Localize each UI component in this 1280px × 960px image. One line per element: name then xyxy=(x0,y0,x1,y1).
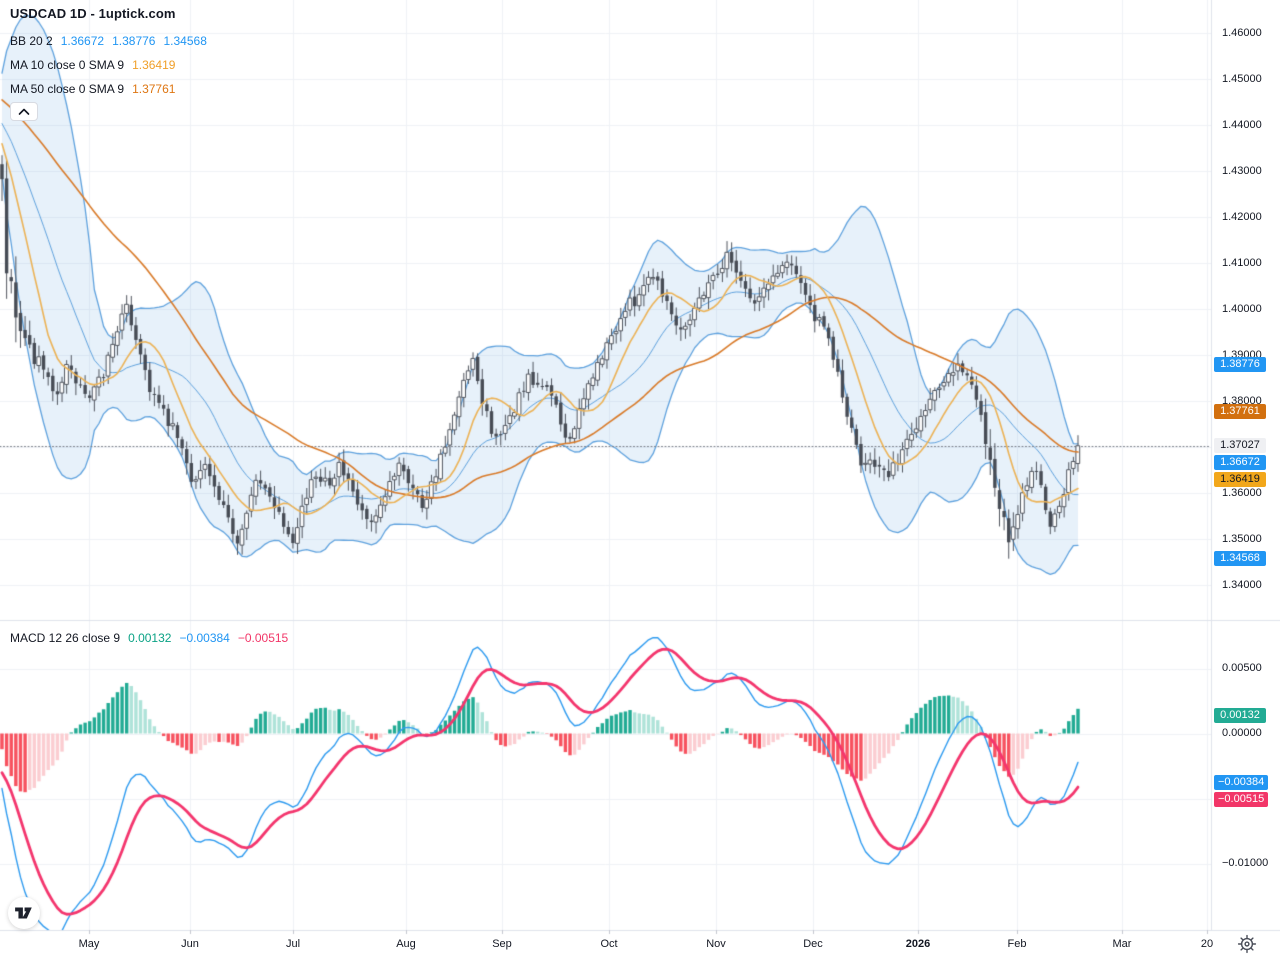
time-axis-label: Jul xyxy=(285,938,301,950)
price-badge: 1.36419 xyxy=(1214,471,1266,487)
ma10-value: 1.36419 xyxy=(132,58,176,72)
price-badge: 1.37761 xyxy=(1214,403,1266,419)
indicator-legend-bb[interactable]: BB 20 2 1.36672 1.38776 1.34568 xyxy=(10,33,207,49)
collapse-pane-button[interactable] xyxy=(10,102,38,121)
macd-tick-label: 0.00000 xyxy=(1222,727,1262,739)
time-axis-label: Oct xyxy=(600,938,618,950)
macd-badge: −0.00515 xyxy=(1214,792,1269,808)
bb-basis-value: 1.36672 xyxy=(60,34,105,48)
tradingview-logo-icon xyxy=(14,906,34,920)
macd-line-value: −0.00384 xyxy=(179,631,230,645)
bb-legend-title: BB 20 2 xyxy=(10,34,53,48)
price-badge: 1.36672 xyxy=(1214,454,1266,470)
price-tick-label: 1.42000 xyxy=(1222,210,1262,223)
time-axis-label: 20 xyxy=(1200,938,1214,950)
price-tick-label: 1.34000 xyxy=(1222,578,1262,591)
macd-badge: −0.00384 xyxy=(1214,775,1269,791)
tradingview-logo[interactable] xyxy=(8,897,40,929)
price-tick-label: 1.46000 xyxy=(1222,26,1262,39)
indicator-legend-ma50[interactable]: MA 50 close 0 SMA 9 1.37761 xyxy=(10,81,175,97)
price-axis[interactable]: 1.46000 1.45000 1.44000 1.43000 1.42000 1.410… xyxy=(1212,0,1280,930)
time-axis-label: Nov xyxy=(706,938,726,950)
time-axis-label: May xyxy=(78,938,100,950)
time-axis-label: Dec xyxy=(803,938,823,950)
time-axis[interactable]: May Jun Jul Aug Sep Oct Nov Dec 2026 Feb Mar 20 xyxy=(0,930,1280,960)
ma10-legend-title: MA 10 close 0 SMA 9 xyxy=(10,58,125,72)
macd-tick-label: 0.00500 xyxy=(1222,662,1262,674)
price-badge: 1.34568 xyxy=(1214,550,1266,566)
price-tick-label: 1.35000 xyxy=(1222,532,1262,545)
macd-legend-title: MACD 12 26 close 9 xyxy=(10,631,121,645)
price-tick-label: 1.38000 xyxy=(1222,394,1262,407)
price-tick-label: 1.41000 xyxy=(1222,256,1262,269)
price-tick-label: 1.44000 xyxy=(1222,118,1262,131)
price-tick-label: 1.36000 xyxy=(1222,486,1262,499)
price-badge: 1.38776 xyxy=(1214,357,1266,373)
ma50-legend-title: MA 50 close 0 SMA 9 xyxy=(10,82,125,96)
indicator-legend-macd[interactable]: MACD 12 26 close 9 0.00132 −0.00384 −0.0… xyxy=(10,630,288,646)
price-tick-label: 1.43000 xyxy=(1222,164,1262,177)
price-tick-label: 1.45000 xyxy=(1222,72,1262,85)
chevron-up-icon xyxy=(18,108,30,116)
time-axis-label: Jun xyxy=(181,938,199,950)
time-axis-label: Mar xyxy=(1112,938,1132,950)
macd-hist-value: 0.00132 xyxy=(128,631,172,645)
symbol-title: USDCAD 1D - 1uptick.com xyxy=(10,6,176,21)
time-axis-label: Feb xyxy=(1007,938,1027,950)
settings-gear-icon[interactable] xyxy=(1237,934,1257,954)
time-axis-label: 2026 xyxy=(905,938,931,950)
macd-signal-value: −0.00515 xyxy=(237,631,289,645)
macd-badge: 0.00132 xyxy=(1214,708,1266,724)
time-axis-label: Aug xyxy=(396,938,416,950)
price-badge: 1.37027 xyxy=(1214,437,1266,453)
ma50-value: 1.37761 xyxy=(132,82,176,96)
bb-lower-value: 1.34568 xyxy=(163,34,207,48)
macd-tick-label: −0.01000 xyxy=(1222,857,1269,869)
bb-upper-value: 1.38776 xyxy=(112,34,156,48)
indicator-legend-ma10[interactable]: MA 10 close 0 SMA 9 1.36419 xyxy=(10,57,175,73)
price-tick-label: 1.40000 xyxy=(1222,302,1262,315)
time-axis-label: Sep xyxy=(492,938,512,950)
